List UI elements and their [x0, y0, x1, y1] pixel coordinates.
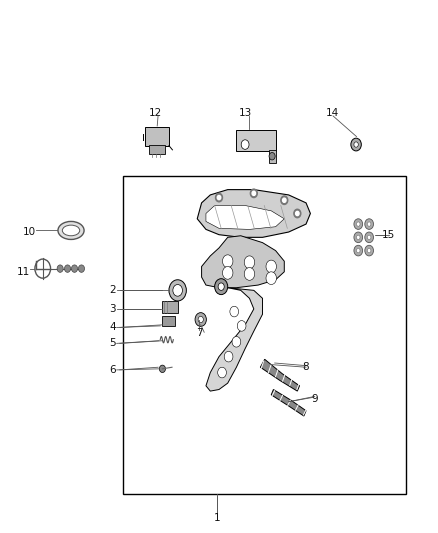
- Circle shape: [71, 265, 78, 272]
- Circle shape: [354, 232, 363, 243]
- Circle shape: [224, 351, 233, 362]
- Polygon shape: [206, 206, 284, 229]
- Circle shape: [198, 317, 203, 322]
- Circle shape: [64, 265, 71, 272]
- Bar: [145, 127, 169, 146]
- Circle shape: [169, 280, 186, 301]
- Text: 9: 9: [311, 394, 318, 404]
- Circle shape: [223, 255, 233, 268]
- Polygon shape: [260, 359, 300, 391]
- Circle shape: [365, 245, 374, 256]
- Polygon shape: [206, 288, 262, 391]
- Polygon shape: [197, 190, 311, 237]
- Text: 6: 6: [109, 365, 116, 375]
- Text: 13: 13: [238, 108, 252, 118]
- Bar: [162, 301, 178, 313]
- Bar: [269, 150, 276, 163]
- Circle shape: [173, 285, 183, 296]
- Text: 15: 15: [382, 230, 396, 240]
- Text: 14: 14: [325, 108, 339, 118]
- Text: 10: 10: [23, 227, 36, 237]
- Circle shape: [296, 212, 299, 216]
- Circle shape: [266, 260, 276, 273]
- Circle shape: [351, 138, 361, 151]
- Circle shape: [266, 272, 276, 285]
- Circle shape: [251, 189, 257, 198]
- Circle shape: [215, 279, 228, 295]
- Circle shape: [217, 196, 221, 200]
- Circle shape: [283, 198, 286, 203]
- Circle shape: [354, 245, 363, 256]
- Text: 1: 1: [213, 513, 220, 523]
- Polygon shape: [271, 390, 306, 416]
- Polygon shape: [201, 236, 284, 288]
- Circle shape: [237, 320, 246, 331]
- Circle shape: [215, 193, 223, 202]
- Text: 2: 2: [109, 285, 116, 295]
- Circle shape: [354, 142, 358, 147]
- Text: 3: 3: [109, 304, 116, 314]
- Text: 12: 12: [149, 108, 162, 118]
- Circle shape: [218, 283, 224, 290]
- Circle shape: [367, 222, 371, 226]
- Bar: [149, 144, 165, 154]
- Text: 5: 5: [109, 338, 116, 349]
- Text: 7: 7: [196, 328, 203, 338]
- Circle shape: [354, 219, 363, 229]
- Text: 11: 11: [17, 267, 30, 277]
- Circle shape: [230, 306, 239, 317]
- Circle shape: [244, 256, 254, 269]
- Circle shape: [244, 268, 254, 280]
- Circle shape: [195, 313, 206, 326]
- Circle shape: [269, 152, 275, 160]
- Circle shape: [357, 222, 360, 226]
- Circle shape: [218, 367, 226, 378]
- Circle shape: [365, 232, 374, 243]
- Circle shape: [367, 248, 371, 253]
- Text: 4: 4: [109, 322, 116, 333]
- Ellipse shape: [62, 225, 80, 236]
- Circle shape: [159, 365, 166, 373]
- Bar: [123, 176, 406, 495]
- Circle shape: [367, 235, 371, 239]
- Circle shape: [281, 196, 288, 205]
- Circle shape: [57, 265, 63, 272]
- Circle shape: [223, 266, 233, 279]
- Bar: [237, 130, 276, 151]
- Circle shape: [294, 209, 301, 217]
- Circle shape: [232, 336, 241, 347]
- Circle shape: [241, 140, 249, 149]
- Circle shape: [252, 191, 255, 196]
- Bar: [162, 316, 175, 326]
- Circle shape: [357, 248, 360, 253]
- Circle shape: [365, 219, 374, 229]
- Circle shape: [78, 265, 85, 272]
- Ellipse shape: [58, 221, 84, 239]
- Circle shape: [357, 235, 360, 239]
- Text: 8: 8: [303, 362, 309, 372]
